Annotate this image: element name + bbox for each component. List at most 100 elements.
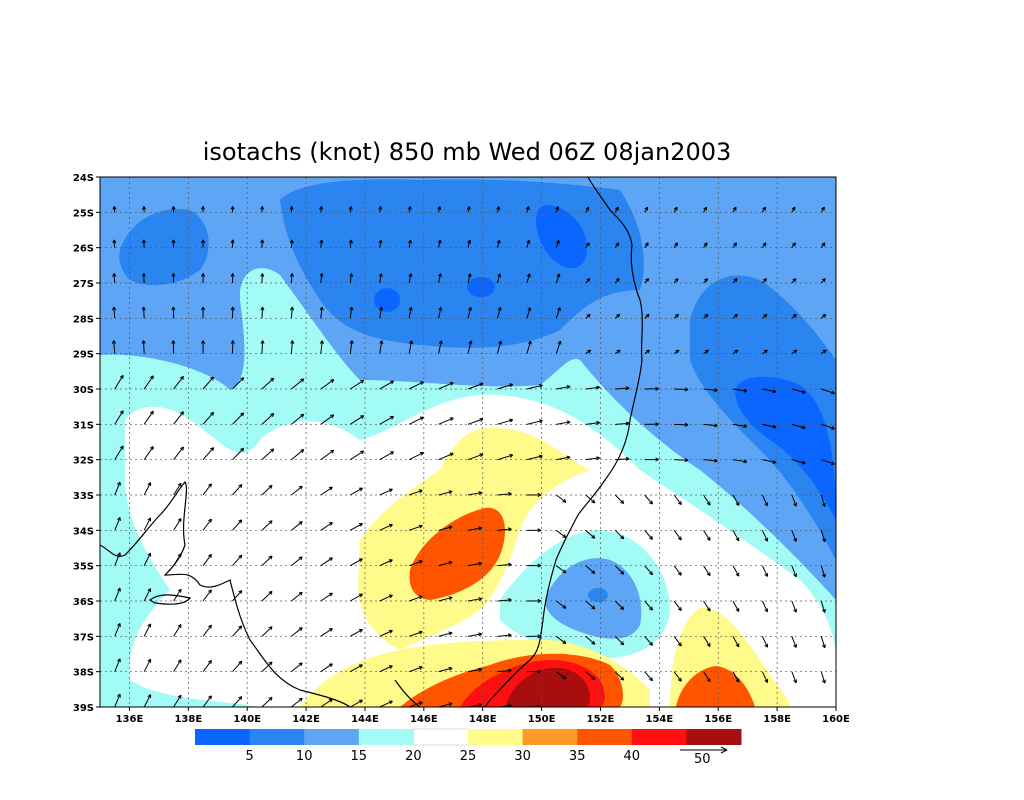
wind-vector bbox=[497, 453, 514, 461]
wind-vector bbox=[644, 386, 659, 391]
wind-vector bbox=[496, 340, 503, 354]
wind-vector bbox=[526, 273, 531, 284]
wind-vector bbox=[437, 206, 442, 213]
wind-vector bbox=[703, 242, 708, 248]
wind-vector bbox=[320, 557, 333, 567]
wind-vector bbox=[291, 697, 303, 707]
wind-vector bbox=[408, 340, 414, 354]
wind-vector bbox=[673, 600, 682, 612]
wind-vector bbox=[111, 340, 116, 354]
wind-vector bbox=[260, 306, 265, 319]
shade-0-5-east bbox=[735, 376, 836, 520]
wind-vector bbox=[319, 273, 324, 284]
wind-vector bbox=[615, 421, 630, 426]
wind-vector bbox=[260, 206, 265, 213]
wind-vector bbox=[114, 623, 121, 637]
shade-35-40 bbox=[409, 507, 505, 600]
shade-0-5-core-b bbox=[467, 277, 495, 297]
wind-vector bbox=[230, 206, 235, 213]
wind-vector bbox=[555, 307, 561, 319]
wind-vector bbox=[348, 239, 353, 248]
wind-vector bbox=[378, 206, 383, 213]
wind-vector bbox=[408, 416, 424, 425]
wind-vector bbox=[761, 600, 769, 613]
wind-vector bbox=[732, 423, 748, 429]
wind-vector bbox=[232, 696, 243, 707]
wind-vector bbox=[349, 450, 365, 461]
latitude-label: 30S bbox=[73, 385, 94, 396]
wind-vector bbox=[585, 635, 596, 645]
longitude-label: 160E bbox=[822, 714, 850, 725]
wind-vector bbox=[467, 382, 484, 390]
wind-vector bbox=[556, 600, 567, 609]
wind-vector bbox=[114, 481, 121, 496]
wind-vector bbox=[791, 349, 798, 355]
wind-vector bbox=[820, 530, 826, 543]
wind-vector bbox=[585, 206, 590, 213]
wind-vector bbox=[171, 306, 176, 319]
wind-vector bbox=[232, 590, 243, 602]
wind-vector bbox=[762, 423, 777, 429]
wind-vector bbox=[232, 660, 243, 672]
wind-vector bbox=[408, 381, 424, 390]
wind-vector bbox=[526, 669, 542, 674]
wind-vector bbox=[260, 239, 265, 248]
wind-vector bbox=[114, 587, 121, 602]
wind-vector bbox=[644, 530, 653, 540]
colorbar-swatch bbox=[577, 729, 633, 745]
wind-vector bbox=[143, 552, 152, 566]
wind-vector bbox=[497, 597, 512, 603]
wind-vector bbox=[438, 560, 453, 567]
wind-vector bbox=[614, 671, 625, 681]
plot-frame bbox=[99, 176, 837, 708]
wind-vector bbox=[762, 313, 768, 319]
wind-vector bbox=[379, 665, 393, 673]
wind-vector bbox=[585, 671, 596, 681]
wind-vector bbox=[202, 695, 212, 707]
wind-vector bbox=[319, 239, 324, 248]
latitude-label: 38S bbox=[73, 668, 94, 679]
wind-vector bbox=[703, 458, 718, 463]
wind-vector bbox=[202, 589, 212, 602]
wind-vector bbox=[320, 628, 333, 637]
wind-vector bbox=[171, 273, 176, 284]
wind-vector bbox=[320, 698, 333, 707]
wind-vector bbox=[673, 636, 682, 647]
wind-vector bbox=[585, 349, 592, 355]
wind-vector bbox=[349, 523, 363, 531]
colorbar-swatch bbox=[358, 729, 414, 745]
wind-vector bbox=[143, 446, 154, 460]
colorbar-swatch bbox=[631, 729, 687, 745]
wind-vector bbox=[230, 239, 235, 248]
wind-vector bbox=[171, 206, 176, 213]
wind-vector bbox=[791, 459, 806, 465]
wind-vector bbox=[438, 381, 454, 390]
longitude-label: 156E bbox=[704, 714, 732, 725]
wind-vector bbox=[379, 451, 395, 461]
wind-vector bbox=[349, 306, 354, 319]
wind-vector bbox=[762, 349, 768, 355]
wind-vector bbox=[173, 624, 182, 637]
wind-vector bbox=[644, 349, 650, 355]
wind-vector bbox=[438, 490, 453, 496]
wind-vector bbox=[497, 633, 512, 638]
wind-vector bbox=[201, 239, 206, 248]
wind-vector bbox=[141, 239, 146, 248]
wind-vector bbox=[526, 528, 542, 533]
wind-vector bbox=[319, 306, 324, 319]
wind-vector bbox=[644, 206, 649, 213]
wind-vector bbox=[761, 242, 767, 248]
wind-vector bbox=[437, 273, 442, 284]
wind-vector bbox=[496, 273, 502, 284]
wind-vector bbox=[379, 488, 393, 496]
wind-vector bbox=[820, 278, 826, 284]
wind-vector bbox=[791, 565, 798, 578]
wind-vector bbox=[673, 565, 682, 576]
wind-vector bbox=[762, 459, 777, 464]
wind-vector bbox=[496, 306, 502, 319]
colorbar-label: 5 bbox=[245, 749, 253, 764]
wind-vector bbox=[349, 379, 365, 390]
wind-vector bbox=[114, 410, 124, 425]
latitude-label: 25S bbox=[73, 208, 94, 219]
wind-vector bbox=[732, 459, 748, 464]
